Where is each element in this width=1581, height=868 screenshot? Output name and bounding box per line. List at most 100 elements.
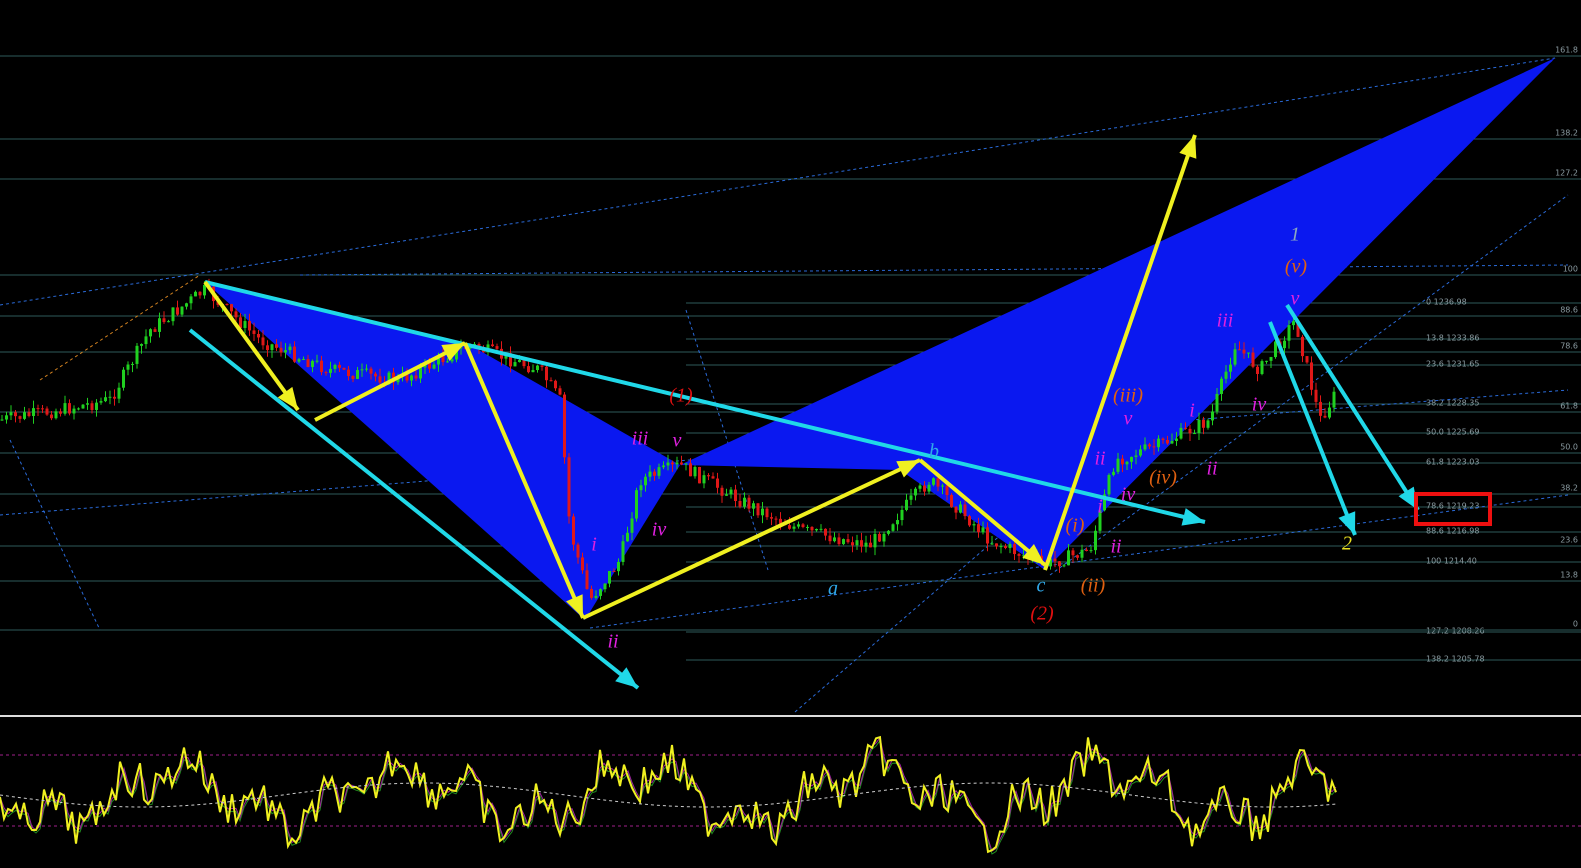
candle-body [41, 408, 44, 410]
wave-label: ii [607, 631, 618, 653]
candle-body [1238, 349, 1241, 351]
wave-label: v [1124, 408, 1133, 430]
arrow-head [1398, 486, 1418, 510]
candle-body [549, 380, 553, 382]
candle-body [144, 336, 148, 345]
candle-body [1067, 550, 1070, 566]
edge-label: 88.6 [1560, 306, 1578, 315]
candle-body [1247, 352, 1250, 354]
candle-body [837, 537, 841, 545]
candle-body [243, 321, 247, 328]
candle-body [536, 365, 539, 371]
candle-body [909, 495, 913, 500]
candle-body [1107, 474, 1111, 495]
candle-body [194, 291, 197, 297]
fib-label: 88.6 1216.98 [1426, 527, 1479, 536]
candle-body [356, 370, 359, 379]
candle-body [1215, 393, 1219, 412]
fib-label: 61.8 1223.03 [1426, 458, 1479, 467]
candle-body [342, 367, 346, 370]
candle-body [1112, 471, 1115, 475]
candle-body [981, 527, 985, 533]
candle-body [572, 516, 575, 545]
channel-line [589, 494, 1569, 629]
candle-body [752, 503, 755, 509]
candle-body [860, 540, 863, 547]
candle-body [653, 471, 656, 476]
candle-body [1328, 407, 1331, 418]
candle-body [432, 364, 436, 369]
candle-body [297, 359, 301, 362]
channel-line [9, 439, 101, 631]
candle-body [1305, 356, 1309, 363]
fib-label: 13.8 1233.86 [1426, 334, 1479, 343]
candle-body [900, 509, 904, 521]
candle-body [729, 489, 733, 495]
arrow-line [188, 328, 640, 690]
candle-body [1332, 391, 1336, 408]
arrow-line [1268, 321, 1357, 536]
wave-label: iv [1252, 394, 1267, 416]
candle-body [333, 364, 337, 369]
candle-body [950, 494, 953, 507]
candle-body [689, 463, 692, 477]
candle-body [95, 402, 98, 410]
fib-label: 78.6 1219.23 [1426, 502, 1479, 511]
candle-body [54, 411, 58, 419]
fib-label: 50.0 1225.69 [1426, 428, 1479, 437]
candle-body [1319, 401, 1322, 416]
candle-body [644, 476, 647, 486]
arrows [188, 134, 1420, 690]
candle-body [792, 526, 796, 529]
arrow-head [615, 667, 638, 688]
arrow-line [918, 458, 1047, 567]
wave-label: (2) [1030, 603, 1054, 625]
fib-label: 0 1236.98 [1426, 298, 1467, 307]
labels: iii viivii(1)abc(2)(i)(ii)(iii)(iv)(v)iii… [591, 224, 1352, 653]
candle-body [437, 355, 440, 365]
candle-body [914, 488, 917, 496]
channel-line [0, 57, 1556, 306]
candle-body [558, 388, 562, 395]
candle-body [531, 370, 535, 373]
candle-body [257, 333, 260, 338]
candle-body [1013, 544, 1016, 555]
candle-body [855, 540, 859, 546]
candle-body [882, 533, 886, 542]
candle-body [122, 369, 125, 388]
candle-body [932, 478, 935, 485]
wave-label: ii [1206, 458, 1217, 480]
candle-body [1152, 446, 1156, 448]
candle-body [1062, 565, 1066, 567]
osc-ma [0, 782, 1337, 808]
candle-body [203, 284, 206, 296]
harmonic-pattern [205, 282, 680, 620]
candle-body [419, 367, 422, 379]
candle-body [495, 346, 499, 349]
candle-body [693, 467, 697, 477]
arrow-head [1338, 511, 1356, 535]
candle-body [18, 416, 22, 419]
candle-body [648, 471, 652, 477]
arrow-head [896, 460, 920, 478]
candle-body [473, 343, 476, 345]
candle-body [1071, 550, 1075, 556]
candle-body [1098, 510, 1102, 531]
candle-body [945, 485, 949, 495]
candle-body [954, 506, 958, 513]
candle-body [743, 497, 746, 507]
candle-body [734, 489, 737, 501]
candle-body [581, 557, 584, 571]
wave-label: i [591, 534, 597, 556]
arrow-head [1022, 543, 1045, 565]
candle-body [1166, 439, 1169, 444]
candle-body [684, 463, 688, 465]
candle-body [1323, 415, 1327, 418]
candle-body [248, 321, 251, 331]
candle-body [329, 368, 332, 373]
candle-body [1256, 366, 1259, 374]
candle-body [815, 529, 818, 531]
candle-body [1080, 549, 1084, 558]
candle-body [554, 380, 557, 389]
candle-body [968, 516, 971, 526]
